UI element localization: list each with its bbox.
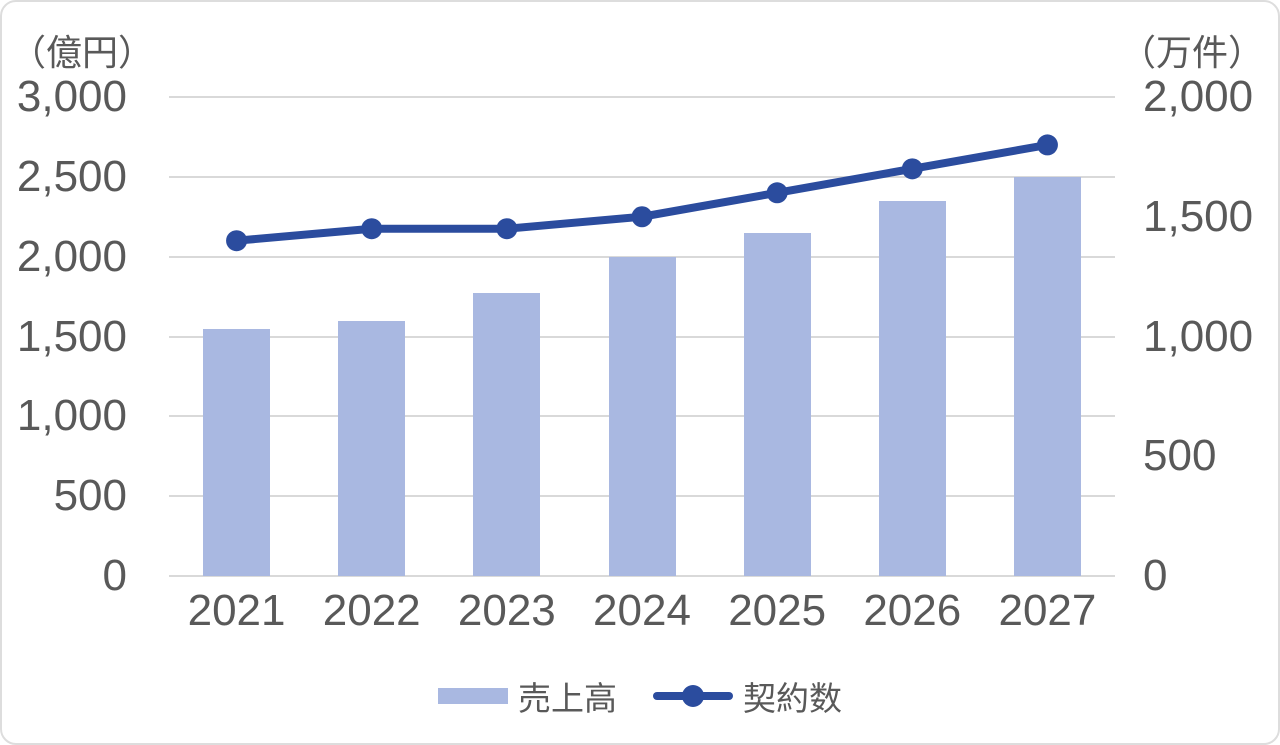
legend-item-contracts: 契約数 xyxy=(653,672,842,720)
y-axis-tick-left: 3,000 xyxy=(16,72,127,121)
y-axis-tick-left: 2,500 xyxy=(16,151,127,201)
line-point xyxy=(1036,134,1058,156)
line-point xyxy=(496,218,518,240)
y-axis-tick-right: 1,000 xyxy=(1143,311,1254,361)
bar-2022 xyxy=(338,320,406,576)
x-label-2027: 2027 xyxy=(998,586,1097,635)
legend-label-sales: 売上高 xyxy=(518,680,617,717)
x-label-2026: 2026 xyxy=(863,586,962,635)
x-label-2025: 2025 xyxy=(728,586,827,635)
y-axis-tick-right: 0 xyxy=(1143,551,1168,600)
gridline xyxy=(169,575,1115,577)
line-point xyxy=(226,230,248,252)
y-axis-tick-left: 1,000 xyxy=(16,391,127,441)
line-point xyxy=(361,218,383,240)
y-axis-tick-right: 500 xyxy=(1143,431,1217,481)
bar-2024 xyxy=(608,256,676,576)
x-label-2021: 2021 xyxy=(187,586,286,635)
y-axis-tick-left: 500 xyxy=(53,471,127,521)
bar-2025 xyxy=(743,232,811,576)
bar-2027 xyxy=(1013,176,1081,576)
y-axis-tick-right: 1,500 xyxy=(1143,191,1254,241)
bar-2023 xyxy=(473,292,541,576)
y-axis-tick-left: 2,000 xyxy=(16,231,127,281)
x-label-2022: 2022 xyxy=(322,586,421,635)
x-label-2023: 2023 xyxy=(457,586,556,635)
bar-2026 xyxy=(878,200,946,576)
line-point xyxy=(901,158,923,180)
legend-item-sales: 売上高 xyxy=(438,672,617,720)
y-axis-tick-left: 0 xyxy=(102,551,127,600)
gridline xyxy=(169,175,1115,178)
gridline xyxy=(169,96,1115,98)
legend-label-contracts: 契約数 xyxy=(743,680,842,717)
line-point xyxy=(766,182,788,204)
line-swatch-dot xyxy=(682,685,704,707)
line-point xyxy=(631,206,653,228)
line-series-swatch xyxy=(653,684,733,708)
legend: 売上高 契約数 xyxy=(2,672,1278,720)
y-axis-tick-left: 1,500 xyxy=(16,311,127,361)
bar-series-swatch xyxy=(438,688,508,704)
line-series xyxy=(226,134,1058,252)
right-axis-unit-label: （万件） xyxy=(1119,32,1264,73)
left-axis-unit-label: （億円） xyxy=(10,32,155,73)
x-label-2024: 2024 xyxy=(593,586,691,635)
bar-2021 xyxy=(203,328,271,576)
y-axis-tick-right: 2,000 xyxy=(1143,72,1254,121)
